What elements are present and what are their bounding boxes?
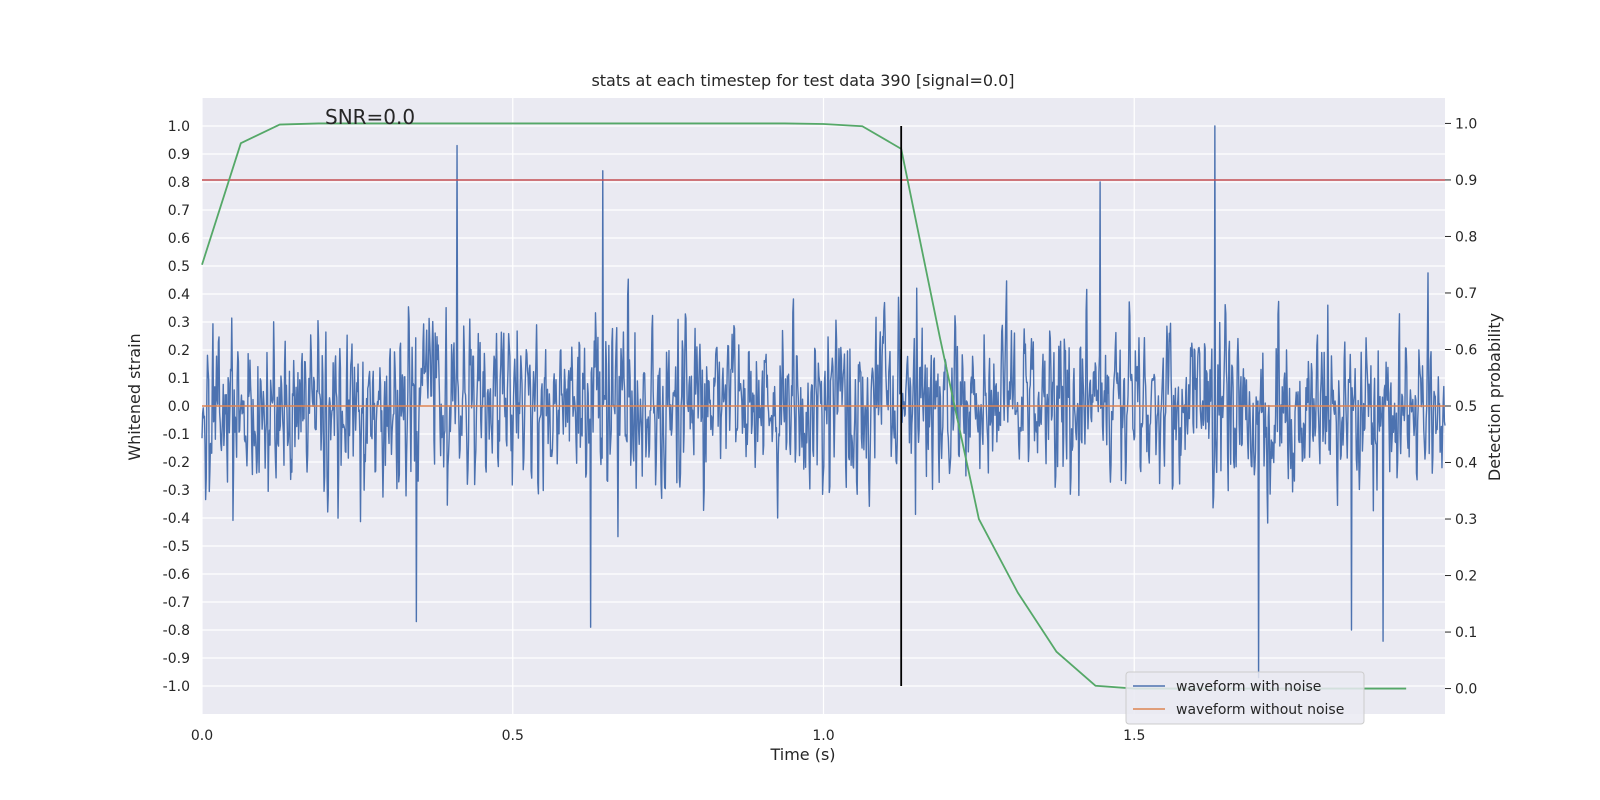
x-tick-label: 0.5 bbox=[502, 728, 524, 744]
y-left-tick-label: -0.4 bbox=[163, 511, 190, 527]
x-tick-label: 0.0 bbox=[191, 728, 213, 744]
y-left-tick-label: -1.0 bbox=[163, 679, 190, 695]
y-right-tick-label: 0.1 bbox=[1455, 625, 1477, 641]
legend-label-noise: waveform with noise bbox=[1176, 679, 1321, 695]
y-left-tick-label: 0.5 bbox=[168, 259, 190, 275]
noise-series-layer bbox=[201, 125, 1446, 679]
y-right-tick-label: 0.6 bbox=[1455, 342, 1477, 358]
y-left-tick-label: 0.1 bbox=[168, 371, 190, 387]
y-left-tick-label: -0.2 bbox=[163, 455, 190, 471]
x-tick-label: 1.0 bbox=[812, 728, 834, 744]
y-left-tick-label: -0.5 bbox=[163, 539, 190, 555]
legend: waveform with noise waveform without noi… bbox=[1125, 671, 1365, 725]
y-axis-left-label: Whitened strain bbox=[125, 333, 144, 460]
y-right-tick-label: 0.4 bbox=[1455, 456, 1477, 472]
y-left-tick-label: 0.6 bbox=[168, 231, 190, 247]
chart-title: stats at each timestep for test data 390… bbox=[591, 71, 1014, 90]
snr-annotation: SNR=0.0 bbox=[325, 105, 415, 129]
y-right-tick-label: 0.7 bbox=[1455, 286, 1477, 302]
y-left-tick-label: -0.6 bbox=[163, 567, 190, 583]
y-right-tick-label: 1.0 bbox=[1455, 116, 1477, 132]
y-left-tick-label: -0.3 bbox=[163, 483, 190, 499]
y-left-tick-label: 1.0 bbox=[168, 119, 190, 135]
y-left-tick-label: 0.9 bbox=[168, 147, 190, 163]
y-left-tick-label: 0.7 bbox=[168, 203, 190, 219]
y-right-tick-label: 0.5 bbox=[1455, 399, 1477, 415]
y-left-tick-label: 0.2 bbox=[168, 343, 190, 359]
x-axis-label: Time (s) bbox=[769, 745, 835, 764]
y-right-tick-label: 0.3 bbox=[1455, 512, 1477, 528]
y-left-tick-label: -0.8 bbox=[163, 623, 190, 639]
y-right-tick-label: 0.0 bbox=[1455, 682, 1477, 698]
series-layer bbox=[201, 122, 1445, 690]
legend-label-clean: waveform without noise bbox=[1176, 702, 1344, 718]
y-left-tick-label: 0.4 bbox=[168, 287, 190, 303]
series-line-waveform-with-noise bbox=[201, 125, 1446, 679]
right-y-axis-ticks: 1.0 0.9 0.8 0.7 0.6 0.5 0.4 0.3 0.2 0.1 0.0 bbox=[1445, 116, 1477, 698]
y-left-tick-label: -0.9 bbox=[163, 651, 190, 667]
x-axis-ticks: 0.0 0.5 1.0 1.5 bbox=[191, 728, 1146, 744]
y-right-tick-label: 0.9 bbox=[1455, 173, 1477, 189]
legend-box bbox=[1125, 671, 1365, 725]
y-right-tick-label: 0.2 bbox=[1455, 569, 1477, 585]
x-tick-label: 1.5 bbox=[1123, 728, 1145, 744]
y-axis-right-label: Detection probability bbox=[1485, 313, 1504, 481]
left-y-axis-ticks: 1.0 0.9 0.8 0.7 0.6 0.5 0.4 0.3 0.2 0.1 0.0 -0.1 -0.… bbox=[163, 119, 190, 695]
y-right-tick-label: 0.8 bbox=[1455, 229, 1477, 245]
y-left-tick-label: 0.0 bbox=[168, 399, 190, 415]
y-left-tick-label: -0.1 bbox=[163, 427, 190, 443]
y-left-tick-label: 0.8 bbox=[168, 175, 190, 191]
y-left-tick-label: -0.7 bbox=[163, 595, 190, 611]
y-left-tick-label: 0.3 bbox=[168, 315, 190, 331]
